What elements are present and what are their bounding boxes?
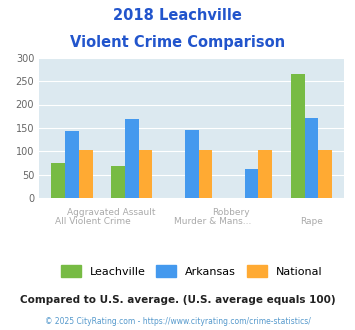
Text: Murder & Mans...: Murder & Mans...	[174, 217, 251, 226]
Bar	[185, 130, 198, 198]
Bar	[245, 169, 258, 198]
Text: © 2025 CityRating.com - https://www.cityrating.com/crime-statistics/: © 2025 CityRating.com - https://www.city…	[45, 317, 310, 326]
Legend: Leachville, Arkansas, National: Leachville, Arkansas, National	[61, 265, 323, 277]
Bar	[51, 163, 65, 198]
Text: 2018 Leachville: 2018 Leachville	[113, 8, 242, 23]
Bar	[79, 150, 93, 198]
Text: Violent Crime Comparison: Violent Crime Comparison	[70, 35, 285, 50]
Bar	[111, 166, 125, 198]
Bar	[258, 150, 272, 198]
Text: All Violent Crime: All Violent Crime	[55, 217, 131, 226]
Bar	[198, 150, 212, 198]
Bar	[305, 118, 318, 198]
Bar	[291, 74, 305, 198]
Bar	[65, 131, 79, 198]
Text: Compared to U.S. average. (U.S. average equals 100): Compared to U.S. average. (U.S. average …	[20, 295, 335, 305]
Bar	[125, 119, 139, 198]
Text: Rape: Rape	[300, 217, 323, 226]
Text: Aggravated Assault: Aggravated Assault	[67, 208, 155, 217]
Text: Robbery: Robbery	[212, 208, 250, 217]
Bar	[139, 150, 153, 198]
Bar	[318, 150, 332, 198]
